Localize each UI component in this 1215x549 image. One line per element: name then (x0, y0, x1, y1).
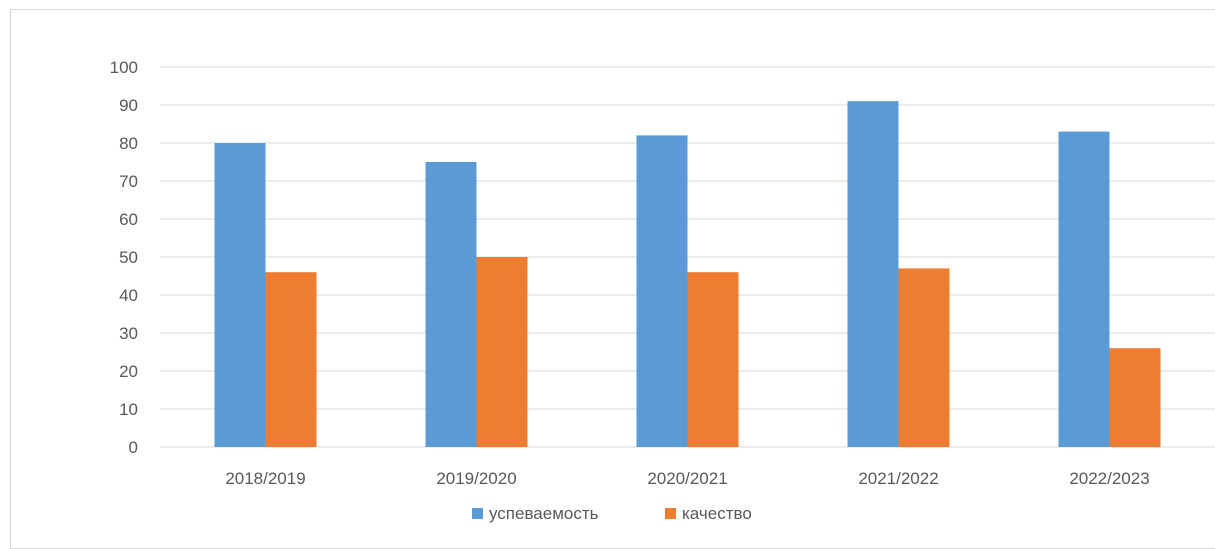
bar-uspevaemost-2 (636, 135, 688, 447)
bar-kachestvo-0 (265, 272, 317, 447)
x-axis-tick-labels: 2018/2019 2019/2020 2020/2021 2021/2022 2022… (225, 469, 1149, 488)
y-axis-tick-labels: 0 10 20 30 40 50 60 70 80 90 100 (110, 58, 138, 457)
bar-kachestvo-1 (476, 257, 528, 447)
chart-area (10, 9, 1215, 549)
bar-kachestvo-3 (898, 268, 950, 447)
y-tick-label: 40 (119, 286, 138, 305)
bar-uspevaemost-1 (425, 162, 477, 447)
x-tick-label: 2021/2022 (858, 469, 938, 488)
x-tick-label: 2019/2020 (436, 469, 516, 488)
y-tick-label: 20 (119, 362, 138, 381)
y-tick-label: 90 (119, 96, 138, 115)
x-tick-label: 2022/2023 (1069, 469, 1149, 488)
legend: успеваемость качество (472, 504, 752, 523)
bar-uspevaemost-3 (847, 101, 899, 447)
y-tick-label: 30 (119, 324, 138, 343)
bar-kachestvo-4 (1109, 348, 1161, 447)
bar-kachestvo-2 (687, 272, 739, 447)
legend-swatch (472, 508, 483, 519)
y-tick-label: 60 (119, 210, 138, 229)
y-tick-label: 80 (119, 134, 138, 153)
bars (214, 101, 1161, 447)
x-tick-label: 2020/2021 (647, 469, 727, 488)
y-tick-label: 50 (119, 248, 138, 267)
legend-label: успеваемость (489, 504, 599, 523)
bar-chart: 0 10 20 30 40 50 60 70 80 90 100 2018/2019 2019/202… (110, 58, 1215, 523)
y-tick-label: 70 (119, 172, 138, 191)
legend-label: качество (682, 504, 752, 523)
legend-swatch (665, 508, 676, 519)
x-tick-label: 2018/2019 (225, 469, 305, 488)
y-tick-label: 10 (119, 400, 138, 419)
y-tick-label: 0 (129, 438, 138, 457)
bar-uspevaemost-0 (214, 143, 266, 447)
bar-uspevaemost-4 (1058, 131, 1110, 447)
y-tick-label: 100 (110, 58, 138, 77)
